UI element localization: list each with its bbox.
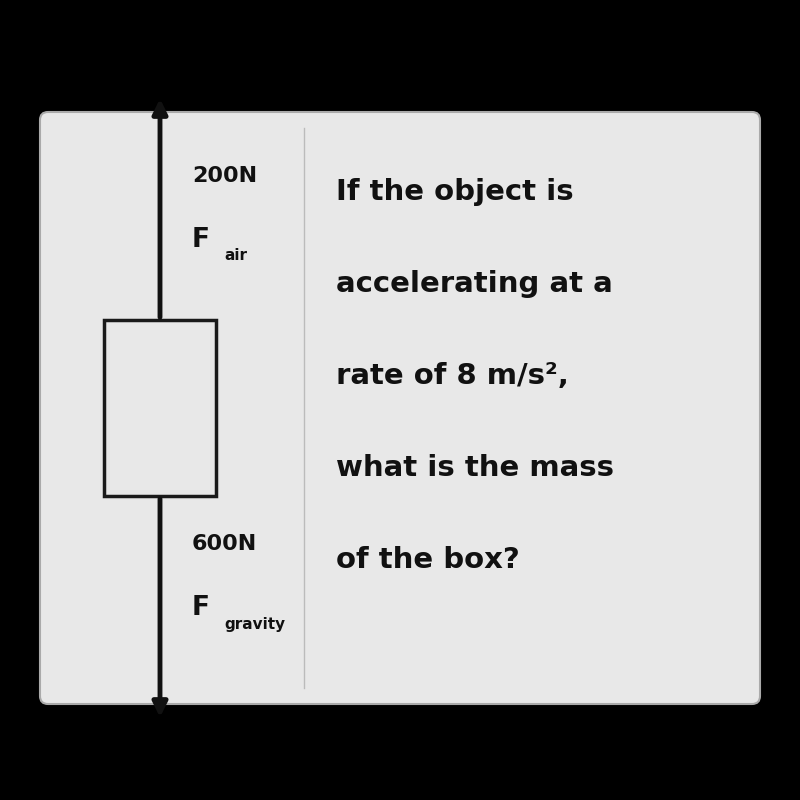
Text: of the box?: of the box? [336, 546, 520, 574]
Text: what is the mass: what is the mass [336, 454, 614, 482]
Text: air: air [224, 249, 247, 263]
Text: rate of 8 m/s²,: rate of 8 m/s², [336, 362, 569, 390]
Text: accelerating at a: accelerating at a [336, 270, 613, 298]
Text: 600N: 600N [192, 534, 258, 554]
Text: If the object is: If the object is [336, 178, 574, 206]
Text: F: F [192, 227, 210, 253]
Bar [104, 320, 216, 496]
FancyBboxPatch shape [40, 112, 760, 704]
Text: 200N: 200N [192, 166, 257, 186]
Text: F: F [192, 595, 210, 621]
Text: gravity: gravity [224, 617, 285, 631]
